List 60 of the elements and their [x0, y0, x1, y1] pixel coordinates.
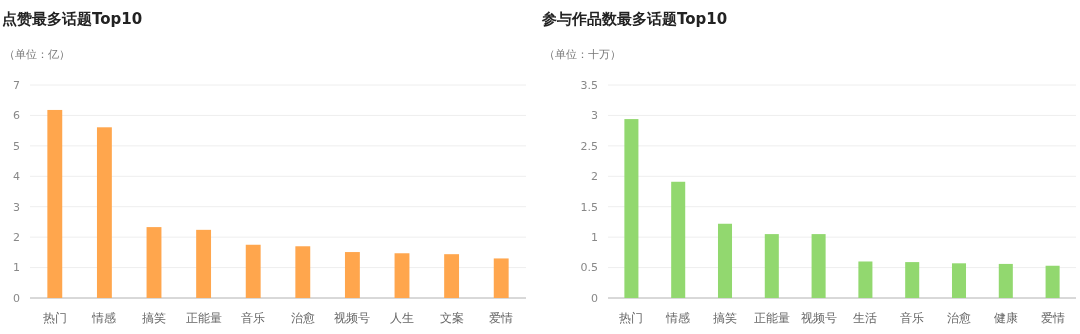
bar [245, 244, 261, 298]
x-tick-label: 热门 [42, 311, 67, 325]
x-tick-label: 文案 [439, 311, 464, 325]
y-tick-label: 2 [591, 170, 598, 184]
y-tick-label: 5 [13, 139, 20, 153]
bar [717, 223, 733, 298]
x-tick-label: 热门 [619, 311, 644, 325]
bar [344, 252, 360, 298]
x-tick-label: 音乐 [241, 311, 266, 325]
y-tick-label: 0 [591, 291, 598, 305]
x-tick-label: 正能量 [753, 311, 790, 325]
bar [493, 258, 509, 298]
bar [444, 254, 460, 298]
y-tick-label: 1 [591, 230, 598, 244]
chart-title: 参与作品数最多话题Top10 [541, 10, 728, 28]
y-tick-label: 1 [13, 261, 20, 275]
y-tick-label: 6 [13, 109, 20, 123]
chart-subtitle: （单位：亿） [4, 48, 70, 61]
bar [858, 261, 873, 298]
y-tick-label: 3.5 [580, 78, 598, 92]
y-tick-label: 3 [13, 200, 20, 214]
chart-title: 点赞最多话题Top10 [2, 10, 143, 28]
bar [47, 109, 63, 298]
bar [998, 263, 1013, 298]
bar [196, 229, 212, 298]
x-tick-label: 爱情 [1040, 311, 1065, 325]
bar [811, 234, 826, 298]
y-tick-label: 0.5 [580, 261, 598, 275]
x-tick-label: 搞笑 [142, 311, 166, 325]
x-tick-label: 视频号 [800, 311, 837, 325]
y-tick-label: 2 [13, 230, 20, 244]
bar [764, 234, 779, 298]
bar [96, 127, 112, 298]
y-tick-label: 7 [13, 78, 20, 92]
bar [295, 246, 311, 298]
x-tick-label: 人生 [390, 311, 414, 325]
y-tick-label: 3 [591, 109, 598, 123]
x-tick-label: 情感 [91, 311, 117, 325]
bar [905, 262, 920, 298]
bar [1045, 265, 1060, 298]
chart-subtitle: （单位：十万） [544, 48, 621, 61]
x-tick-label: 治愈 [290, 311, 315, 325]
y-tick-label: 4 [13, 170, 20, 184]
x-tick-label: 搞笑 [713, 311, 737, 325]
bar [146, 227, 162, 298]
y-tick-label: 2.5 [580, 139, 598, 153]
bar [624, 119, 639, 298]
x-tick-label: 治愈 [947, 311, 971, 325]
y-tick-label: 0 [13, 291, 20, 305]
x-tick-label: 健康 [993, 311, 1018, 325]
x-tick-label: 视频号 [334, 311, 371, 325]
bar [394, 253, 410, 298]
bar [671, 181, 686, 298]
x-tick-label: 爱情 [489, 311, 514, 325]
x-tick-label: 正能量 [185, 311, 222, 325]
x-tick-label: 生活 [853, 311, 878, 325]
x-tick-label: 音乐 [900, 311, 925, 325]
x-tick-label: 情感 [665, 311, 691, 325]
y-tick-label: 1.5 [580, 200, 598, 214]
bar [951, 263, 967, 298]
